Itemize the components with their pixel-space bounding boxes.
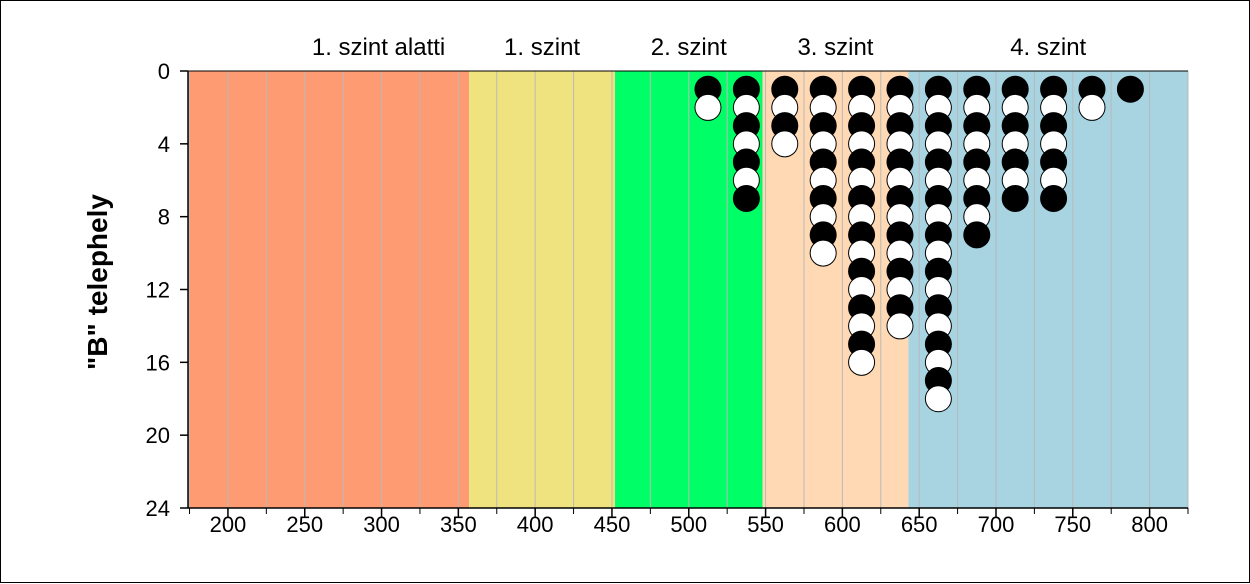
x-tick-label: 400 <box>517 512 554 537</box>
y-tick-label: 0 <box>158 59 170 84</box>
x-tick-label: 300 <box>363 512 400 537</box>
x-tick-label: 350 <box>440 512 477 537</box>
y-tick-label: 24 <box>146 496 170 521</box>
data-point-black <box>1001 184 1029 212</box>
data-point-white <box>924 385 952 413</box>
band-label-3: 2. szint <box>651 34 727 61</box>
x-tick-label: 500 <box>670 512 707 537</box>
x-tick-label: 200 <box>210 512 247 537</box>
y-axis-title: "B" telephely <box>82 194 113 370</box>
data-point-white <box>886 312 914 340</box>
data-point-black <box>1040 184 1068 212</box>
band-label-1: 1. szint alatti <box>312 34 445 61</box>
data-point-white <box>771 130 799 158</box>
data-point-white <box>1078 93 1106 121</box>
x-tick-label: 250 <box>286 512 323 537</box>
x-tick-label: 750 <box>1054 512 1091 537</box>
data-point-white <box>694 93 722 121</box>
x-tick-label: 600 <box>824 512 861 537</box>
y-tick-label: 4 <box>158 132 170 157</box>
data-point-black <box>732 184 760 212</box>
band-1 <box>188 71 470 508</box>
x-tick-label: 550 <box>747 512 784 537</box>
x-tick-label: 700 <box>978 512 1015 537</box>
y-tick-label: 16 <box>146 350 170 375</box>
x-tick-label: 650 <box>901 512 938 537</box>
x-tick-label: 800 <box>1131 512 1168 537</box>
y-tick-label: 20 <box>146 423 170 448</box>
y-tick-label: 12 <box>146 278 170 303</box>
band-label-5: 4. szint <box>1010 34 1086 61</box>
band-2 <box>469 71 616 508</box>
data-point-black <box>1116 75 1144 103</box>
y-tick-label: 8 <box>158 205 170 230</box>
x-tick-label: 450 <box>594 512 631 537</box>
data-point-white <box>809 239 837 267</box>
data-point-black <box>963 221 991 249</box>
band-label-2: 1. szint <box>504 34 580 61</box>
data-point-white <box>848 348 876 376</box>
band-label-4: 3. szint <box>797 34 873 61</box>
